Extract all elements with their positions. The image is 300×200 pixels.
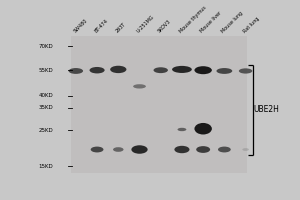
Text: 35KD: 35KD (39, 105, 53, 110)
Text: 70KD: 70KD (39, 44, 53, 49)
Ellipse shape (69, 68, 83, 74)
Text: BT-474: BT-474 (94, 18, 109, 34)
Ellipse shape (110, 66, 126, 73)
Text: Mouse thymus: Mouse thymus (178, 5, 207, 34)
Text: 40KD: 40KD (39, 93, 53, 98)
Text: Rat lung: Rat lung (242, 16, 260, 34)
Ellipse shape (194, 66, 212, 74)
Ellipse shape (194, 123, 212, 134)
Text: Mouse liver: Mouse liver (200, 11, 223, 34)
Text: U-251MG: U-251MG (136, 14, 155, 34)
Ellipse shape (89, 67, 105, 73)
Ellipse shape (217, 68, 232, 74)
Ellipse shape (218, 147, 231, 152)
Ellipse shape (239, 68, 252, 74)
Text: 293T: 293T (115, 22, 127, 34)
Ellipse shape (91, 147, 103, 152)
Text: UBE2H: UBE2H (254, 105, 280, 114)
Text: SKOV3: SKOV3 (157, 19, 172, 34)
Ellipse shape (113, 147, 124, 152)
Text: 15KD: 15KD (39, 164, 53, 169)
Ellipse shape (242, 148, 249, 151)
Text: SW480: SW480 (72, 18, 88, 34)
Ellipse shape (131, 145, 148, 154)
Ellipse shape (172, 66, 192, 73)
Text: 25KD: 25KD (39, 128, 53, 133)
Text: 55KD: 55KD (39, 68, 53, 73)
Ellipse shape (154, 67, 168, 73)
Ellipse shape (196, 146, 210, 153)
Text: Mouse lung: Mouse lung (221, 11, 244, 34)
Ellipse shape (133, 84, 146, 89)
FancyBboxPatch shape (71, 36, 247, 173)
Ellipse shape (174, 146, 190, 153)
Ellipse shape (178, 128, 186, 131)
